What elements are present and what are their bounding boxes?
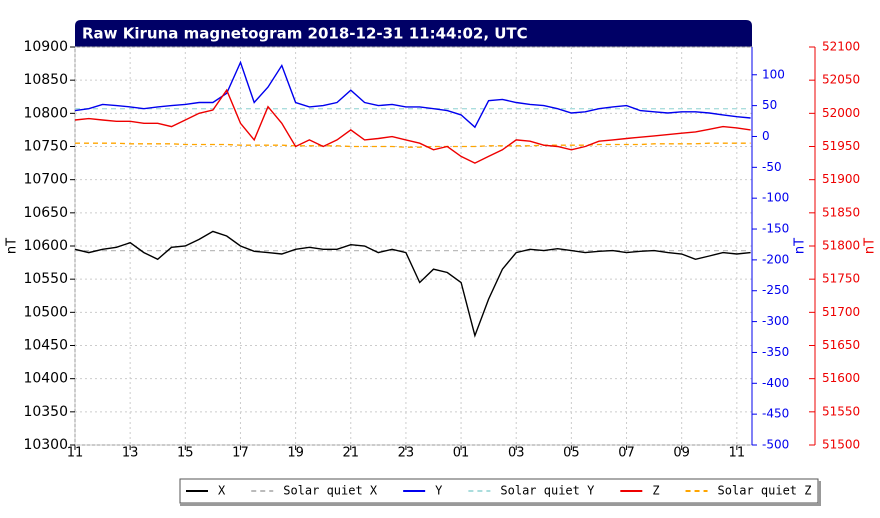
y-tick-label: 10550	[23, 271, 68, 287]
legend-label: X	[218, 484, 226, 498]
legend	[179, 478, 819, 504]
y2-tick-label: -500	[762, 438, 789, 452]
chart-title: Raw Kiruna magnetogram 2018-12-31 11:44:…	[82, 25, 528, 43]
x-tick-label: 13	[122, 446, 139, 461]
y-tick-label: 10450	[23, 338, 68, 354]
y-tick-label: 10650	[23, 205, 68, 221]
legend-label: Solar quiet Y	[500, 484, 595, 498]
x-tick-label: 15	[177, 446, 194, 461]
y3-tick-label: 52100	[822, 40, 860, 54]
x-tick-label: 05	[563, 446, 580, 461]
title-bar	[75, 20, 752, 47]
y-tick-label: 10800	[23, 105, 68, 121]
y3-tick-label: 51950	[822, 139, 860, 153]
legend-shadow	[180, 503, 820, 506]
y3-tick-label: 52050	[822, 73, 860, 87]
y-axis-label: nT	[5, 238, 20, 254]
legend-label: Y	[435, 484, 443, 498]
y3-tick-label: 51650	[822, 338, 860, 352]
y3-tick-label: 51700	[822, 305, 860, 319]
x-tick-label: 11	[67, 446, 84, 461]
series-line	[74, 230, 751, 338]
y-tick-label: 10750	[23, 139, 68, 155]
y2-tick-label: -200	[762, 252, 789, 266]
y2-tick-label: -450	[762, 407, 789, 421]
x-tick-label: 11	[729, 446, 746, 461]
y-tick-label: 10400	[23, 371, 68, 387]
y2-tick-label: 50	[762, 98, 777, 112]
y3-tick-label: 52000	[822, 106, 860, 120]
y2-tick-label: -350	[762, 345, 789, 359]
x-tick-label: 09	[673, 446, 690, 461]
y-tick-label: 10700	[23, 172, 68, 188]
y-tick-label: 10900	[23, 39, 68, 55]
y3-tick-label: 51800	[822, 239, 860, 253]
y3-tick-label: 51900	[822, 172, 860, 186]
y2-tick-label: -250	[762, 283, 789, 297]
legend-label: Solar quiet Z	[718, 484, 812, 498]
x-tick-label: 21	[342, 446, 359, 461]
x-tick-label: 01	[453, 446, 470, 461]
y2-tick-label: 100	[762, 67, 785, 81]
y2-tick-label: -100	[762, 191, 789, 205]
y2-tick-label: 0	[762, 129, 770, 143]
x-tick-label: 23	[398, 446, 415, 461]
legend-items: X Solar quiet X Y Solar quiet Y Z Solar quiet…	[186, 484, 811, 498]
x-tick-label: 19	[287, 446, 304, 461]
y-tick-label: 10300	[23, 437, 68, 453]
series-line	[75, 142, 751, 148]
y3-tick-label: 51550	[822, 404, 860, 418]
legend-label: Z	[652, 484, 659, 498]
y2-tick-label: -50	[762, 160, 782, 174]
x-tick-label: 17	[232, 446, 249, 461]
y3-tick-label: 51850	[822, 205, 860, 219]
y-tick-label: 10500	[23, 304, 68, 320]
y2-tick-label: -400	[762, 376, 789, 390]
legend-shadow	[818, 481, 821, 506]
legend-label: Solar quiet X	[283, 484, 378, 498]
series-line	[74, 60, 751, 129]
y-tick-label: 10600	[23, 238, 68, 254]
y3-tick-label: 51600	[822, 371, 860, 385]
series-line	[74, 88, 751, 164]
x-tick-label: 07	[618, 446, 635, 461]
y2-axis-label: nT	[793, 238, 808, 254]
y-tick-label: 10350	[23, 404, 68, 420]
y2-tick-label: -300	[762, 314, 789, 328]
y-tick-label: 10850	[23, 72, 68, 88]
y3-tick-label: 51500	[822, 438, 860, 452]
y3-axis-label: nT	[863, 238, 878, 254]
y3-tick-label: 51750	[822, 272, 860, 286]
y2-tick-label: -150	[762, 222, 789, 236]
x-tick-label: 03	[508, 446, 525, 461]
